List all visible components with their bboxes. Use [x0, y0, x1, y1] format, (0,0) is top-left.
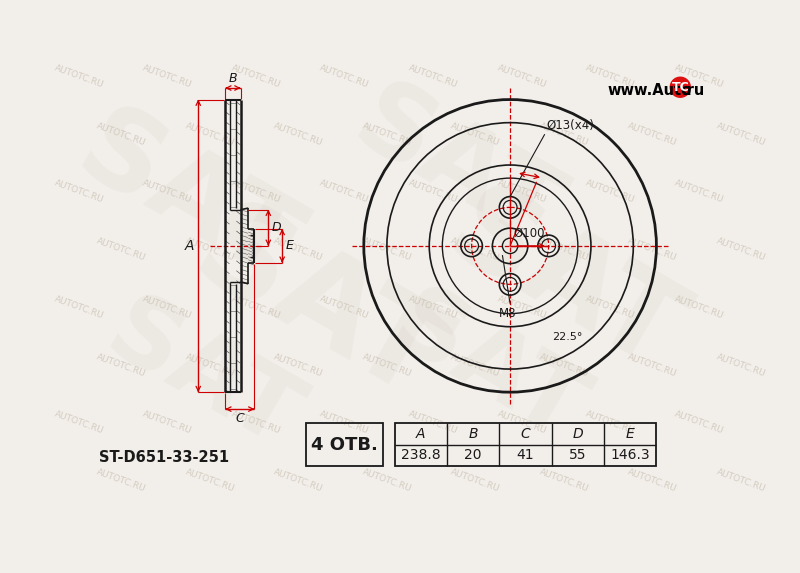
- Text: AUTOTC.RU: AUTOTC.RU: [318, 410, 370, 436]
- Text: Ø100: Ø100: [514, 227, 545, 240]
- Text: AUTOTC.RU: AUTOTC.RU: [538, 468, 590, 494]
- Text: AUTOTC.RU: AUTOTC.RU: [95, 121, 147, 147]
- Text: AUTOTC.RU: AUTOTC.RU: [673, 295, 725, 320]
- Text: SAT: SAT: [375, 278, 598, 460]
- Text: AUTOTC.RU: AUTOTC.RU: [142, 179, 194, 205]
- Text: AUTOTC.RU: AUTOTC.RU: [95, 468, 147, 494]
- Text: A: A: [416, 427, 426, 441]
- Text: B: B: [229, 72, 238, 85]
- Text: AUTOTC.RU: AUTOTC.RU: [584, 295, 636, 320]
- Text: B: B: [468, 427, 478, 441]
- Text: AUTOTC.RU: AUTOTC.RU: [407, 64, 459, 89]
- Text: AUTOTC.RU: AUTOTC.RU: [584, 64, 636, 89]
- Text: AUTOTC.RU: AUTOTC.RU: [230, 179, 282, 205]
- Text: AUTOTC.RU: AUTOTC.RU: [715, 352, 767, 378]
- Text: TC: TC: [671, 81, 689, 94]
- Text: D: D: [573, 427, 583, 441]
- Text: AUTOTC.RU: AUTOTC.RU: [538, 121, 590, 147]
- Text: AUTOTC.RU: AUTOTC.RU: [318, 179, 370, 205]
- Text: AUTOTC.RU: AUTOTC.RU: [273, 468, 324, 494]
- Text: AUTOTC.RU: AUTOTC.RU: [496, 179, 547, 205]
- Text: AUTOTC.RU: AUTOTC.RU: [538, 237, 590, 263]
- Text: AUTOTC.RU: AUTOTC.RU: [273, 352, 324, 378]
- Text: D: D: [271, 221, 281, 234]
- Text: AUTOTC.RU: AUTOTC.RU: [450, 468, 502, 494]
- Text: AUTOTC.RU: AUTOTC.RU: [407, 179, 459, 205]
- Text: AUTOTC.RU: AUTOTC.RU: [450, 121, 502, 147]
- Bar: [394, 423, 657, 466]
- Text: 238.8: 238.8: [401, 448, 441, 462]
- Text: E: E: [286, 240, 293, 252]
- Text: AUTOTC.RU: AUTOTC.RU: [407, 295, 459, 320]
- Text: .ru: .ru: [682, 83, 705, 97]
- Text: AUTOTC.RU: AUTOTC.RU: [184, 121, 236, 147]
- Text: ST-D651-33-251: ST-D651-33-251: [98, 450, 229, 465]
- Text: AUTOTC.RU: AUTOTC.RU: [450, 237, 502, 263]
- Text: AUTOTC.RU: AUTOTC.RU: [538, 352, 590, 378]
- Text: Ø13(x4): Ø13(x4): [546, 119, 594, 132]
- Text: AUTOTC.RU: AUTOTC.RU: [184, 352, 236, 378]
- Text: AUTOTC.RU: AUTOTC.RU: [318, 64, 370, 89]
- Text: AUTOTC.RU: AUTOTC.RU: [142, 64, 194, 89]
- Text: AUTOTC.RU: AUTOTC.RU: [407, 410, 459, 436]
- Text: AUTOTC.RU: AUTOTC.RU: [626, 121, 678, 147]
- Text: 55: 55: [569, 448, 586, 462]
- Text: AUTOTC.RU: AUTOTC.RU: [626, 352, 678, 378]
- Text: SAT: SAT: [336, 70, 576, 267]
- Text: E: E: [626, 427, 634, 441]
- Circle shape: [670, 77, 690, 97]
- Text: AUTOTC.RU: AUTOTC.RU: [626, 237, 678, 263]
- Text: AUTOTC.RU: AUTOTC.RU: [273, 237, 324, 263]
- Text: 22.5°: 22.5°: [553, 332, 583, 342]
- Text: AUTOTC.RU: AUTOTC.RU: [53, 64, 105, 89]
- Text: AUTOTC.RU: AUTOTC.RU: [318, 295, 370, 320]
- Bar: [306, 423, 383, 466]
- Text: AUTOTC.RU: AUTOTC.RU: [584, 179, 636, 205]
- Text: AUTOTC.RU: AUTOTC.RU: [273, 121, 324, 147]
- Text: SAT: SAT: [59, 95, 314, 304]
- Text: AUTOTC.RU: AUTOTC.RU: [584, 410, 636, 436]
- Text: AUTOTC.RU: AUTOTC.RU: [673, 64, 725, 89]
- Text: AUTOTC.RU: AUTOTC.RU: [496, 295, 547, 320]
- Text: AUTOTC.RU: AUTOTC.RU: [673, 410, 725, 436]
- Text: 20: 20: [464, 448, 482, 462]
- Text: 146.3: 146.3: [610, 448, 650, 462]
- Text: AUTOTC.RU: AUTOTC.RU: [496, 410, 547, 436]
- Text: AUTOTC.RU: AUTOTC.RU: [361, 468, 413, 494]
- Text: AUTOTC.RU: AUTOTC.RU: [142, 295, 194, 320]
- Text: AUTOTC.RU: AUTOTC.RU: [496, 64, 547, 89]
- Text: AUTOTC.RU: AUTOTC.RU: [142, 410, 194, 436]
- Text: A: A: [185, 239, 194, 253]
- Text: www.Auto: www.Auto: [607, 83, 691, 97]
- Text: AUTOTC.RU: AUTOTC.RU: [230, 64, 282, 89]
- Text: AUTOTC.RU: AUTOTC.RU: [626, 468, 678, 494]
- Text: C: C: [521, 427, 530, 441]
- Text: M8: M8: [498, 308, 516, 320]
- Text: 4 ОТВ.: 4 ОТВ.: [311, 435, 378, 453]
- Text: AUTOTC.RU: AUTOTC.RU: [715, 121, 767, 147]
- Text: AUTOTC.RU: AUTOTC.RU: [361, 352, 413, 378]
- Text: AUTOTC.RU: AUTOTC.RU: [95, 352, 147, 378]
- Text: AUTOTC.RU: AUTOTC.RU: [53, 179, 105, 205]
- Text: AUTOTC.RU: AUTOTC.RU: [715, 468, 767, 494]
- Text: AUTOTC.RU: AUTOTC.RU: [715, 237, 767, 263]
- Text: SAT: SAT: [90, 285, 314, 468]
- Text: AUTOTC.RU: AUTOTC.RU: [184, 468, 236, 494]
- Text: SAT: SAT: [174, 190, 462, 425]
- Text: AUTOTC.RU: AUTOTC.RU: [53, 410, 105, 436]
- Text: C: C: [235, 412, 244, 425]
- Text: AUTOTC.RU: AUTOTC.RU: [450, 352, 502, 378]
- Text: AUTOTC.RU: AUTOTC.RU: [673, 179, 725, 205]
- Text: AUTOTC.RU: AUTOTC.RU: [361, 121, 413, 147]
- Text: AUTOTC.RU: AUTOTC.RU: [95, 237, 147, 263]
- Text: AUTOTC.RU: AUTOTC.RU: [230, 295, 282, 320]
- Text: AUTOTC.RU: AUTOTC.RU: [53, 295, 105, 320]
- Text: AUTOTC.RU: AUTOTC.RU: [230, 410, 282, 436]
- Text: 41: 41: [517, 448, 534, 462]
- Text: SAT: SAT: [428, 172, 700, 396]
- Text: AUTOTC.RU: AUTOTC.RU: [361, 237, 413, 263]
- Text: AUTOTC.RU: AUTOTC.RU: [184, 237, 236, 263]
